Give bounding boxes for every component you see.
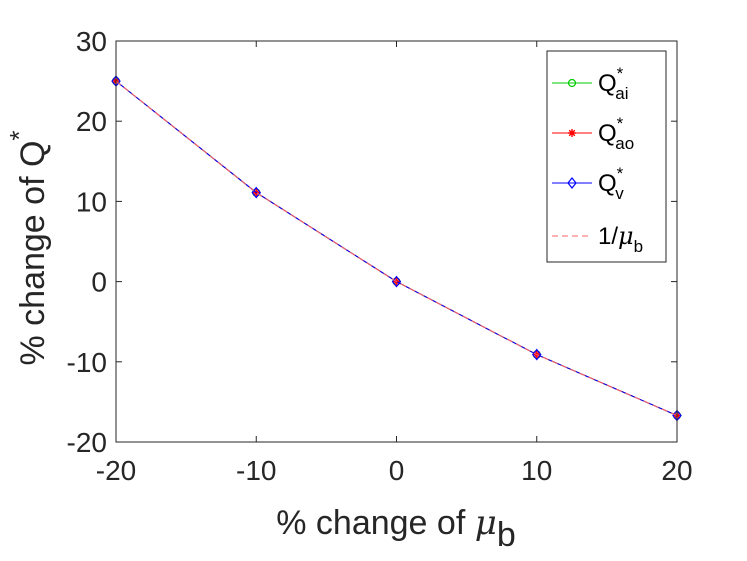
legend-label-1: Q* ai (598, 64, 629, 103)
legend-box (546, 50, 667, 263)
legend-label-sup-3: * (617, 164, 624, 183)
legend-label-base-4: 1/ (598, 223, 618, 250)
axes-layer: -20 -10 0 10 20 -20 -10 0 10 20 30 (67, 26, 693, 486)
legend-label-base-3: Q (598, 170, 617, 197)
legend-label-4: 1/μb (598, 222, 643, 256)
legend-entry-1: Q* ai (552, 64, 629, 103)
y-tick-label-5: 20 (76, 106, 107, 137)
series-4-line (115, 80, 678, 416)
x-tick-label-4: 10 (521, 455, 552, 486)
y-tick-label-4: 10 (76, 186, 107, 217)
legend-label-mu-4: μ (618, 222, 634, 250)
legend-entry-3: Q* v (552, 164, 624, 203)
x-axis-title-subscript: b (497, 516, 516, 554)
y-tick-label-1: -20 (67, 427, 107, 458)
legend-marker-2 (568, 129, 576, 137)
series-3-point-2 (251, 186, 262, 199)
y-axis-title-prefix: % change of Q (14, 141, 52, 366)
series-4 (115, 80, 678, 416)
x-tick-label-2: -10 (236, 455, 276, 486)
legend-label-sub-2: ao (615, 134, 634, 153)
legend-entry-4: 1/μb (552, 222, 643, 256)
y-axis-title-superscript: * (4, 130, 34, 140)
legend-marker-3 (567, 177, 577, 189)
legend-label-base-1: Q (598, 70, 617, 97)
y-tick-label-6: 30 (76, 26, 107, 57)
y-tick-label-3: 0 (91, 267, 107, 298)
legend-label-sup-2: * (617, 114, 624, 133)
x-axis-title: % change of μb (276, 503, 516, 554)
legend-label-sub-3: v (615, 184, 624, 203)
legend-label-base-2: Q (598, 120, 617, 147)
y-axis-title: % change of Q* (4, 130, 52, 365)
x-axis-title-prefix: % change of (276, 504, 474, 542)
y-tick-label-2: -10 (67, 347, 107, 378)
x-tick-label-5: 20 (661, 455, 692, 486)
x-axis-title-symbol: μ (475, 503, 497, 543)
x-tick-label-3: 0 (389, 455, 405, 486)
legend-label-3: Q* v (598, 164, 624, 203)
legend-label-sub-1: ai (615, 84, 628, 103)
legend-label-2: Q* ao (598, 114, 634, 153)
x-tick-label-1: -20 (96, 455, 136, 486)
legend: Q* aiQ* aoQ* v1/μb (546, 50, 667, 263)
legend-marker-1 (567, 78, 577, 88)
legend-label-sub-4: b (634, 237, 643, 256)
legend-entry-2: Q* ao (552, 114, 634, 153)
legend-label-sup-1: * (617, 64, 624, 83)
